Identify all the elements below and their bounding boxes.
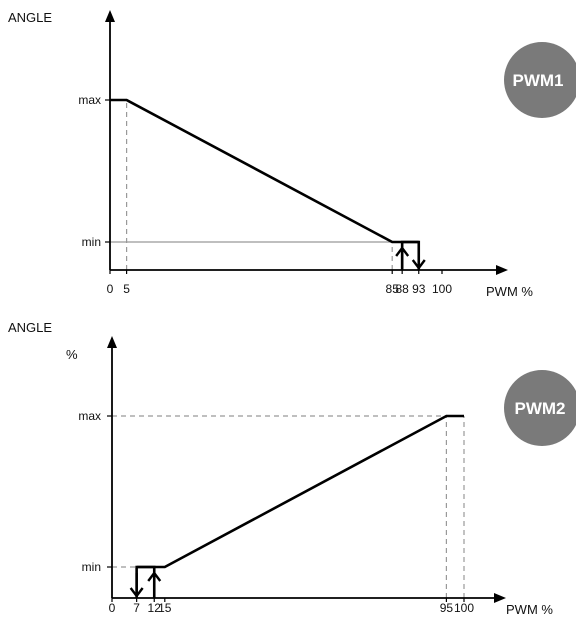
pwm1-badge-circle — [504, 42, 576, 118]
pwm1-y-axis-title: ANGLE — [8, 10, 52, 25]
pwm1-curve — [110, 98, 419, 244]
pwm1-arrow-down-icon — [411, 248, 426, 270]
pwm2-y-axis-title: ANGLE — [8, 320, 52, 335]
pwm1-x-tick-label-4: 93 — [412, 282, 426, 296]
pwm2-y-tick-label-0: max — [78, 409, 101, 423]
pwm1-badge: PWM1 — [504, 42, 576, 118]
pwm2-x-tick-label-2: 12 — [148, 601, 162, 615]
pwm1-x-tick-label-1: 5 — [123, 282, 130, 296]
pwm1-x-tick-label-3: 88 — [395, 282, 409, 296]
pwm2-x-tick-label-5: 100 — [454, 601, 474, 615]
pwm2-x-tick-label-0: 0 — [109, 601, 116, 615]
pwm2-badge: PWM2 — [504, 370, 576, 446]
pwm1-y-tick-label-1: min — [82, 235, 101, 249]
pwm1-y-axis-arrowhead — [105, 10, 115, 22]
pwm1-x-axis-title: PWM % — [486, 284, 533, 299]
pwm1-x-tick-label-0: 0 — [107, 282, 114, 296]
pwm2-y-tick-label-1: min — [82, 560, 101, 574]
pwm2-badge-label: PWM2 — [515, 399, 566, 418]
pwm2-x-tick-label-4: 95 — [440, 601, 454, 615]
pwm1-x-tick-label-2: 85 — [386, 282, 400, 296]
pwm2-arrow-up-icon — [147, 571, 162, 596]
pwm2-badge-circle — [504, 370, 576, 446]
pwm2-x-axis-arrowhead — [494, 593, 506, 603]
pwm2-y-axis-unit: % — [66, 347, 78, 362]
pwm2-y-axis-arrowhead — [107, 336, 117, 348]
pwm2-curve — [136, 414, 464, 569]
pwm1-arrow-up-icon — [395, 246, 410, 268]
pwm1-y-tick-label-0: max — [78, 93, 101, 107]
pwm1-x-tick-label-5: 100 — [432, 282, 452, 296]
pwm2-x-tick-label-3: 15 — [158, 601, 172, 615]
pwm1-x-axis-arrowhead — [496, 265, 508, 275]
pwm2-x-axis-title: PWM % — [506, 602, 553, 617]
pwm2-arrow-down-icon — [129, 573, 144, 598]
pwm1-badge-label: PWM1 — [513, 71, 564, 90]
pwm2-x-tick-label-1: 7 — [133, 601, 140, 615]
